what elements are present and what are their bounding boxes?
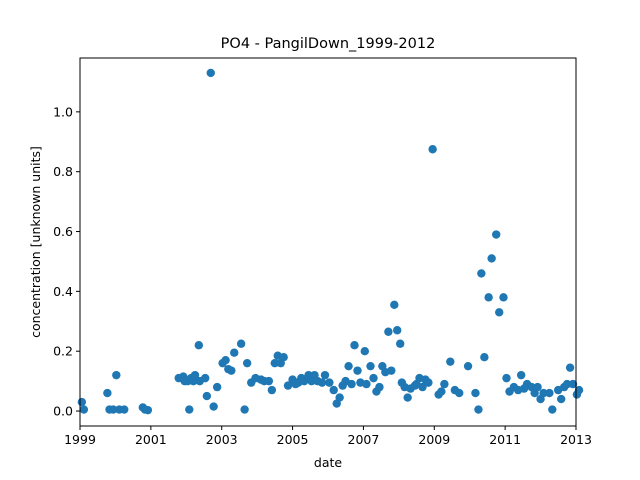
data-point xyxy=(344,361,353,371)
x-axis-ticks: 1999 2001 2003 2005 2007 2009 2011 2013 xyxy=(64,426,592,447)
data-point xyxy=(77,397,87,407)
data-point xyxy=(499,293,508,302)
x-tick-label: 2013 xyxy=(560,432,592,447)
data-point xyxy=(424,378,433,387)
plot-frame xyxy=(79,57,577,427)
data-point xyxy=(206,68,215,78)
data-point xyxy=(474,405,483,414)
data-point xyxy=(516,370,526,380)
data-point xyxy=(120,405,129,414)
data-point xyxy=(227,366,236,375)
data-point xyxy=(375,382,384,392)
data-point xyxy=(565,363,575,372)
data-point xyxy=(362,379,371,389)
data-point xyxy=(103,388,112,398)
x-tick-label: 2011 xyxy=(489,432,521,447)
y-axis-label: concentration [unknown units] xyxy=(28,146,43,338)
data-point xyxy=(387,366,396,375)
y-axis-ticks: 0.0 0.2 0.4 0.6 0.8 1.0 xyxy=(53,104,80,419)
data-point xyxy=(79,405,89,414)
data-point xyxy=(574,385,584,395)
data-point xyxy=(548,405,557,414)
data-point xyxy=(283,381,293,390)
data-point xyxy=(480,352,489,362)
data-point xyxy=(396,339,405,348)
data-point xyxy=(143,405,153,415)
data-point xyxy=(390,300,399,310)
data-point xyxy=(533,382,542,392)
data-point xyxy=(545,388,554,398)
data-point xyxy=(212,382,222,392)
data-point xyxy=(463,361,473,371)
data-point xyxy=(477,269,486,278)
data-point xyxy=(487,254,496,263)
data-point xyxy=(366,361,375,371)
data-point xyxy=(242,358,252,368)
data-point xyxy=(353,366,362,375)
data-point xyxy=(403,393,412,402)
data-point xyxy=(279,352,288,362)
data-point xyxy=(201,373,210,383)
data-point xyxy=(502,373,511,383)
data-point xyxy=(484,293,493,302)
data-point xyxy=(221,355,230,365)
x-tick-label: 2005 xyxy=(277,432,309,447)
y-tick-label: 1.0 xyxy=(53,104,73,119)
x-tick-label: 2009 xyxy=(418,432,450,447)
data-point xyxy=(446,357,455,366)
chart-title: PO4 - PangilDown_1999-2012 xyxy=(221,36,436,52)
data-point xyxy=(418,382,427,392)
data-point xyxy=(347,379,356,389)
data-point xyxy=(492,230,501,239)
data-point xyxy=(360,347,369,356)
data-point xyxy=(194,341,204,350)
data-point xyxy=(350,341,359,350)
data-point xyxy=(202,391,212,401)
x-tick-label: 2007 xyxy=(348,432,380,447)
data-point xyxy=(190,370,200,380)
data-point xyxy=(495,308,504,317)
data-point xyxy=(240,405,249,414)
data-point xyxy=(568,379,578,389)
data-point xyxy=(325,378,334,387)
data-point xyxy=(393,326,402,335)
data-point xyxy=(455,388,464,398)
data-point xyxy=(556,394,566,404)
data-point xyxy=(267,385,277,395)
x-tick-label: 2003 xyxy=(206,432,238,447)
y-tick-label: 0.4 xyxy=(53,284,73,299)
data-point xyxy=(428,145,437,154)
data-point xyxy=(440,379,449,389)
data-point xyxy=(329,385,338,395)
x-tick-label: 1999 xyxy=(64,432,96,447)
data-point xyxy=(109,405,118,414)
x-axis-label: date xyxy=(314,455,342,470)
y-tick-label: 0.6 xyxy=(53,224,73,239)
data-point xyxy=(539,388,548,398)
data-point xyxy=(369,373,378,383)
data-point xyxy=(562,379,572,389)
points-layer xyxy=(77,68,584,415)
data-point xyxy=(236,339,246,348)
x-tick-label: 2001 xyxy=(135,432,167,447)
y-tick-label: 0.8 xyxy=(53,164,73,179)
y-tick-label: 0.2 xyxy=(53,344,73,359)
data-point xyxy=(264,376,274,386)
data-point xyxy=(230,348,239,357)
data-point xyxy=(384,327,393,336)
data-point xyxy=(335,393,344,402)
data-point xyxy=(209,402,218,411)
data-point xyxy=(185,405,194,414)
data-point xyxy=(320,370,330,380)
data-point xyxy=(270,358,279,368)
data-point xyxy=(437,387,446,396)
y-tick-label: 0.0 xyxy=(53,404,73,419)
data-point xyxy=(300,376,309,386)
data-point xyxy=(471,388,480,398)
data-point xyxy=(317,378,327,387)
data-point xyxy=(112,370,121,380)
